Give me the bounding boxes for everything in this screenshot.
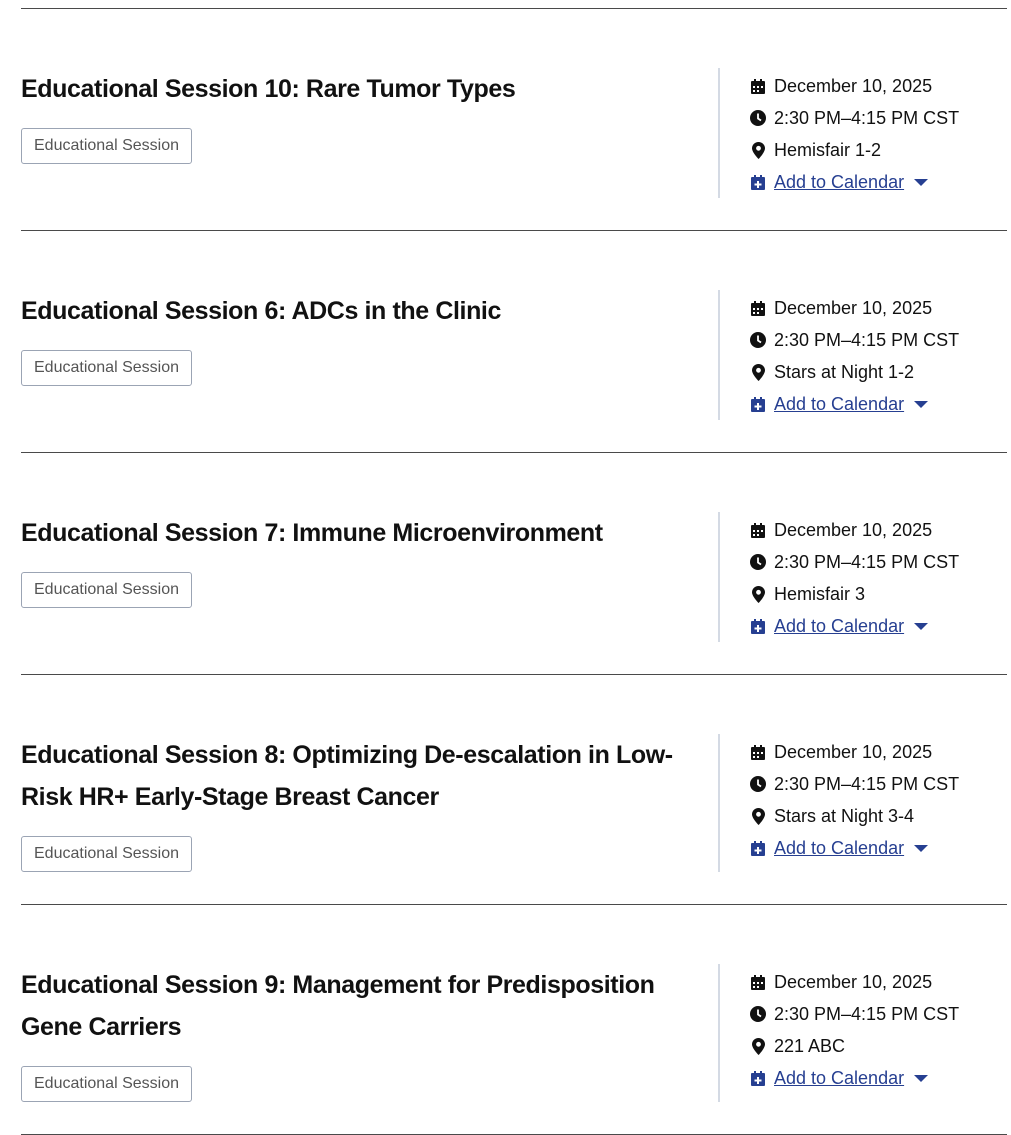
session-location: Hemisfair 1-2	[750, 134, 1007, 166]
session-row: Educational Session 10: Rare Tumor Types…	[21, 8, 1007, 230]
session-type-badge: Educational Session	[21, 1066, 192, 1102]
caret-down-icon[interactable]	[914, 400, 929, 408]
session-row: Educational Session 8: Optimizing De-esc…	[21, 674, 1007, 904]
add-to-calendar-button[interactable]: Add to Calendar	[750, 388, 1007, 420]
location-text: 221 ABC	[774, 1035, 846, 1056]
time-text: 2:30 PM–4:15 PM CST	[774, 107, 960, 128]
date-text: December 10, 2025	[774, 741, 933, 762]
session-time: 2:30 PM–4:15 PM CST	[750, 998, 1007, 1030]
session-row: Educational Session 6: ADCs in the Clini…	[21, 230, 1007, 452]
session-row: Educational Session 7: Immune Microenvir…	[21, 452, 1007, 674]
session-main: Educational Session 8: Optimizing De-esc…	[21, 734, 718, 872]
session-date: December 10, 2025	[750, 292, 1007, 324]
session-date: December 10, 2025	[750, 514, 1007, 546]
map-pin-icon	[750, 141, 766, 159]
time-text: 2:30 PM–4:15 PM CST	[774, 329, 960, 350]
session-time: 2:30 PM–4:15 PM CST	[750, 768, 1007, 800]
map-pin-icon	[750, 363, 766, 381]
caret-down-icon[interactable]	[914, 1074, 929, 1082]
session-location: 221 ABC	[750, 1030, 1007, 1062]
clock-icon	[750, 332, 766, 348]
calendar-icon	[750, 744, 766, 760]
session-main: Educational Session 9: Management for Pr…	[21, 964, 718, 1102]
location-text: Hemisfair 1-2	[774, 139, 882, 160]
calendar-plus-icon	[750, 840, 766, 856]
session-date: December 10, 2025	[750, 736, 1007, 768]
location-text: Stars at Night 3-4	[774, 805, 915, 826]
date-text: December 10, 2025	[774, 297, 933, 318]
session-main: Educational Session 6: ADCs in the Clini…	[21, 290, 718, 420]
location-text: Hemisfair 3	[774, 583, 866, 604]
caret-down-icon[interactable]	[914, 844, 929, 852]
session-meta: December 10, 2025 2:30 PM–4:15 PM CST He…	[718, 512, 1007, 642]
session-location: Stars at Night 3-4	[750, 800, 1007, 832]
session-main: Educational Session 7: Immune Microenvir…	[21, 512, 718, 642]
add-to-calendar-button[interactable]: Add to Calendar	[750, 832, 1007, 864]
add-to-calendar-link[interactable]: Add to Calendar	[774, 171, 905, 192]
add-to-calendar-link[interactable]: Add to Calendar	[774, 1067, 905, 1088]
calendar-plus-icon	[750, 1070, 766, 1086]
session-title[interactable]: Educational Session 6: ADCs in the Clini…	[21, 297, 501, 325]
add-to-calendar-button[interactable]: Add to Calendar	[750, 1062, 1007, 1094]
session-main: Educational Session 10: Rare Tumor Types…	[21, 68, 718, 198]
calendar-plus-icon	[750, 174, 766, 190]
session-location: Stars at Night 1-2	[750, 356, 1007, 388]
session-time: 2:30 PM–4:15 PM CST	[750, 546, 1007, 578]
map-pin-icon	[750, 585, 766, 603]
session-title[interactable]: Educational Session 9: Management for Pr…	[21, 971, 655, 1041]
map-pin-icon	[750, 807, 766, 825]
add-to-calendar-link[interactable]: Add to Calendar	[774, 393, 905, 414]
time-text: 2:30 PM–4:15 PM CST	[774, 773, 960, 794]
location-text: Stars at Night 1-2	[774, 361, 915, 382]
add-to-calendar-link[interactable]: Add to Calendar	[774, 837, 905, 858]
session-location: Hemisfair 3	[750, 578, 1007, 610]
caret-down-icon[interactable]	[914, 622, 929, 630]
add-to-calendar-link[interactable]: Add to Calendar	[774, 615, 905, 636]
add-to-calendar-button[interactable]: Add to Calendar	[750, 166, 1007, 198]
clock-icon	[750, 776, 766, 792]
session-time: 2:30 PM–4:15 PM CST	[750, 102, 1007, 134]
session-type-badge: Educational Session	[21, 572, 192, 608]
clock-icon	[750, 554, 766, 570]
calendar-icon	[750, 300, 766, 316]
session-date: December 10, 2025	[750, 966, 1007, 998]
calendar-icon	[750, 78, 766, 94]
session-meta: December 10, 2025 2:30 PM–4:15 PM CST He…	[718, 68, 1007, 198]
session-type-badge: Educational Session	[21, 350, 192, 386]
date-text: December 10, 2025	[774, 75, 933, 96]
session-type-badge: Educational Session	[21, 836, 192, 872]
date-text: December 10, 2025	[774, 519, 933, 540]
time-text: 2:30 PM–4:15 PM CST	[774, 551, 960, 572]
calendar-plus-icon	[750, 396, 766, 412]
calendar-icon	[750, 522, 766, 538]
add-to-calendar-button[interactable]: Add to Calendar	[750, 610, 1007, 642]
session-type-badge: Educational Session	[21, 128, 192, 164]
session-meta: December 10, 2025 2:30 PM–4:15 PM CST St…	[718, 290, 1007, 420]
calendar-icon	[750, 974, 766, 990]
clock-icon	[750, 110, 766, 126]
session-time: 2:30 PM–4:15 PM CST	[750, 324, 1007, 356]
session-meta: December 10, 2025 2:30 PM–4:15 PM CST 22…	[718, 964, 1007, 1102]
date-text: December 10, 2025	[774, 971, 933, 992]
session-row: Educational Session 9: Management for Pr…	[21, 904, 1007, 1135]
session-meta: December 10, 2025 2:30 PM–4:15 PM CST St…	[718, 734, 1007, 872]
session-title[interactable]: Educational Session 7: Immune Microenvir…	[21, 519, 603, 547]
calendar-plus-icon	[750, 618, 766, 634]
session-date: December 10, 2025	[750, 70, 1007, 102]
clock-icon	[750, 1006, 766, 1022]
map-pin-icon	[750, 1037, 766, 1055]
caret-down-icon[interactable]	[914, 178, 929, 186]
time-text: 2:30 PM–4:15 PM CST	[774, 1003, 960, 1024]
session-title[interactable]: Educational Session 8: Optimizing De-esc…	[21, 741, 673, 811]
session-title[interactable]: Educational Session 10: Rare Tumor Types	[21, 75, 516, 103]
